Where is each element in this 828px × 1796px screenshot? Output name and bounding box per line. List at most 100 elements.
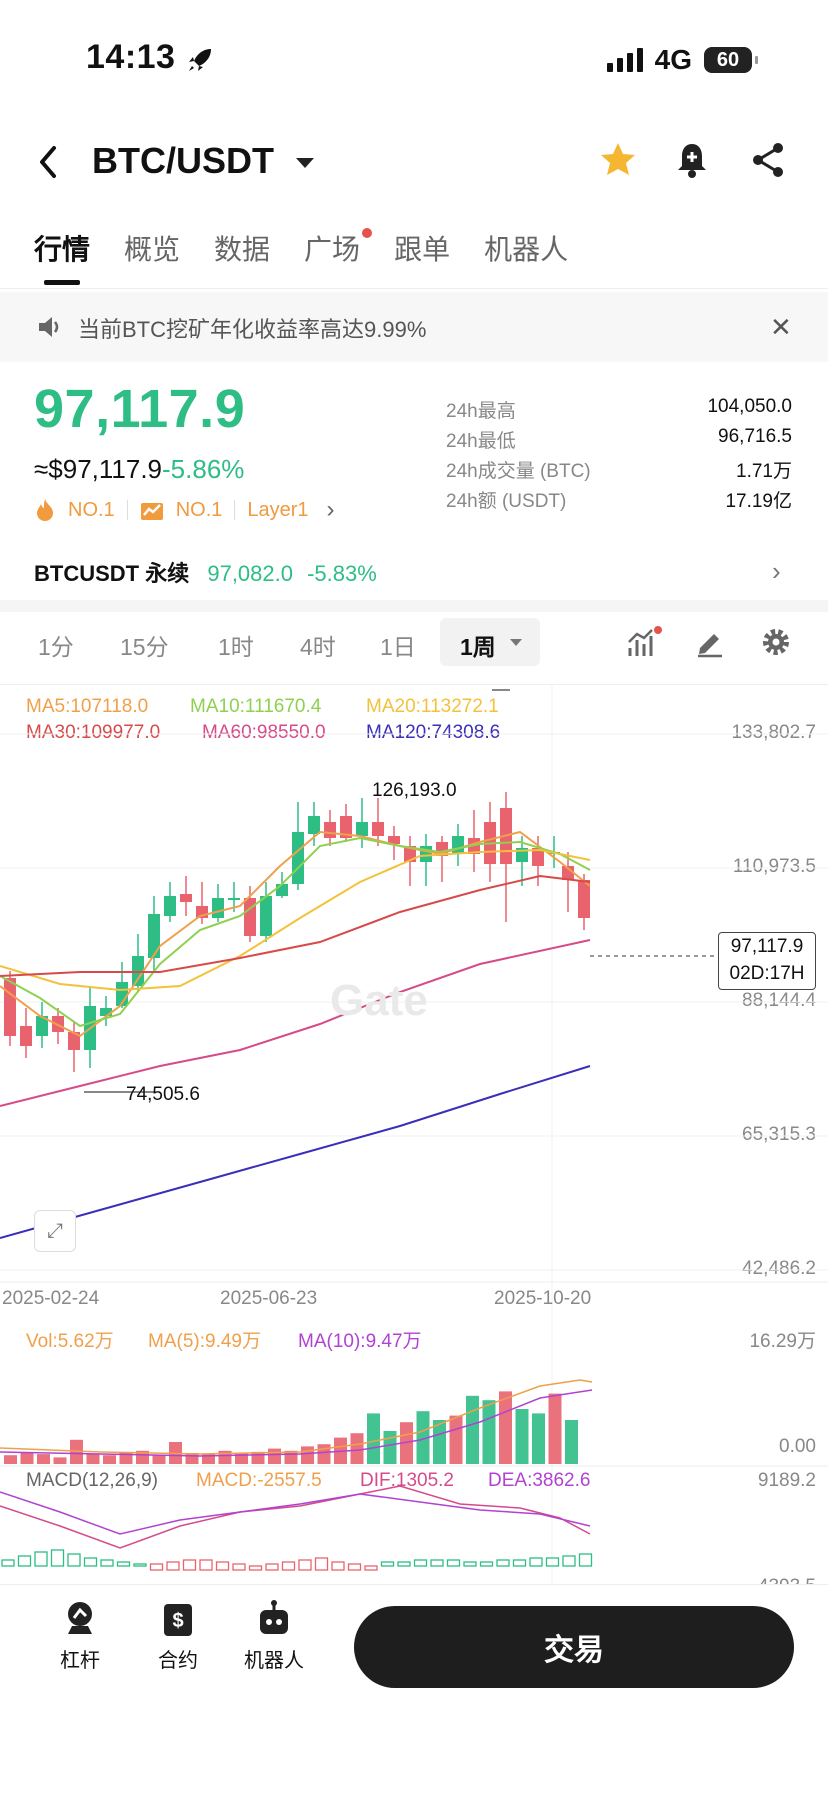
pair-title[interactable]: BTC/USDT xyxy=(92,140,274,181)
candlestick-chart[interactable] xyxy=(0,686,828,1586)
candle-body xyxy=(212,898,224,918)
price-axis-label: 88,144.4 xyxy=(742,990,816,1011)
divider xyxy=(0,684,828,685)
candle-body xyxy=(276,884,288,896)
tab-label: 行情 xyxy=(34,234,91,265)
candle-body xyxy=(164,896,176,916)
chevron-right-icon[interactable]: › xyxy=(772,556,781,586)
stat-value: 17.19亿 xyxy=(725,491,792,512)
candle-body xyxy=(20,1026,32,1046)
volume-bar xyxy=(53,1457,67,1464)
nav-label: 杠杆 xyxy=(60,1650,100,1672)
interval-1m[interactable]: 1分 xyxy=(38,634,74,660)
tab-market[interactable]: 行情 xyxy=(34,228,90,268)
rank-badges[interactable]: NO.1 NO.1 Layer1 › xyxy=(34,496,335,524)
status-time: 14:13 xyxy=(86,38,176,76)
expand-chart-icon[interactable]: ⤢ xyxy=(34,1210,76,1252)
svg-text:$: $ xyxy=(172,1610,183,1632)
price-change: -5.86% xyxy=(162,454,245,484)
notification-dot xyxy=(362,228,373,238)
volume-bar xyxy=(4,1455,17,1464)
share-icon[interactable] xyxy=(750,140,786,180)
volume-bar xyxy=(466,1395,479,1464)
macd-histogram-bar xyxy=(232,1563,246,1571)
volume-bar xyxy=(449,1415,463,1464)
draw-pen-icon[interactable] xyxy=(694,626,726,658)
macd-histogram-bar xyxy=(413,1559,428,1567)
favorite-star-icon[interactable] xyxy=(598,140,638,180)
indicator-icon[interactable] xyxy=(626,626,662,660)
pair-dropdown-icon[interactable] xyxy=(296,158,314,168)
nav-leverage[interactable]: 杠杆 xyxy=(56,1598,104,1673)
macd-histogram-bar xyxy=(430,1559,444,1567)
volume-bar xyxy=(152,1455,166,1464)
volume-legend: Vol:5.62万 xyxy=(26,1331,114,1352)
settings-gear-icon[interactable] xyxy=(760,626,792,658)
candle-body xyxy=(578,880,590,918)
rocket-icon xyxy=(189,49,211,71)
tab-square[interactable]: 广场 xyxy=(304,228,373,268)
ma30-legend: MA30:109977.0 xyxy=(26,722,161,743)
candle-countdown: 02D:17H xyxy=(729,963,805,984)
macd-histogram-bar xyxy=(347,1563,362,1571)
fire-icon xyxy=(37,499,53,521)
dea-value: DEA:3862.6 xyxy=(488,1470,591,1491)
interval-1d[interactable]: 1日 xyxy=(380,634,416,660)
volume-bar xyxy=(317,1444,331,1464)
alert-bell-icon[interactable] xyxy=(674,140,710,180)
macd-histogram-bar xyxy=(133,1563,147,1567)
macd-histogram-bar xyxy=(182,1559,197,1571)
volume-ma5-line xyxy=(0,1379,593,1455)
announcement-banner[interactable] xyxy=(0,292,828,362)
volume-ma10-line xyxy=(0,1389,593,1457)
tab-overview[interactable]: 概览 xyxy=(124,228,180,268)
candle-body xyxy=(292,832,304,884)
stat-label: 24h最高 xyxy=(446,401,516,422)
ma5-legend: MA5:107118.0 xyxy=(26,696,149,717)
section-separator xyxy=(0,600,828,612)
tab-copytrade[interactable]: 跟单 xyxy=(394,228,450,268)
tab-label: 概览 xyxy=(124,234,181,265)
price-axis-label: 65,315.3 xyxy=(742,1124,816,1145)
macd-histogram-bar xyxy=(149,1563,164,1571)
macd-histogram-bar xyxy=(364,1565,378,1571)
tab-data[interactable]: 数据 xyxy=(214,228,270,268)
volume-bar xyxy=(251,1451,265,1464)
trade-button[interactable]: 交易 xyxy=(354,1606,794,1688)
nav-robot[interactable]: 机器人 xyxy=(242,1598,306,1673)
banner-close-icon[interactable]: ✕ xyxy=(770,312,792,342)
volume-rank-badge: NO.1 xyxy=(175,498,223,521)
macd-histogram-bar xyxy=(265,1563,279,1571)
nav-futures[interactable]: $ 合约 xyxy=(154,1598,202,1673)
volume-ma5-legend: MA(5):9.49万 xyxy=(148,1331,261,1352)
interval-dropdown-icon[interactable] xyxy=(510,639,522,646)
volume-ma10-legend: MA(10):9.47万 xyxy=(298,1331,422,1352)
candle-body xyxy=(388,836,400,844)
candle-body xyxy=(228,898,240,900)
interval-1w[interactable] xyxy=(440,618,540,666)
macd-histogram-bar xyxy=(215,1561,230,1571)
divider xyxy=(234,500,236,520)
volume-axis-label: 0.00 xyxy=(779,1436,816,1457)
interval-1h[interactable]: 1时 xyxy=(218,634,254,660)
ma10-legend: MA10:111670.4 xyxy=(190,696,322,717)
volume-bar xyxy=(86,1454,100,1464)
tab-robot[interactable]: 机器人 xyxy=(484,228,568,268)
banner-text: 当前BTC挖矿年化收益率高达9.99% xyxy=(78,317,427,342)
volume-bar xyxy=(70,1439,83,1464)
interval-4h[interactable]: 4时 xyxy=(300,634,336,660)
battery-level: 60 xyxy=(716,48,740,71)
interval-15m[interactable]: 15分 xyxy=(120,634,169,660)
back-icon[interactable] xyxy=(34,142,62,182)
date-label: 2025-10-20 xyxy=(494,1288,592,1309)
volume-bar xyxy=(20,1453,34,1464)
candle-body xyxy=(36,1016,48,1036)
stat-value: 96,716.5 xyxy=(718,426,792,447)
usd-price: ≈$97,117.9-5.86% xyxy=(34,454,244,485)
last-price: 97,117.9 xyxy=(34,379,246,439)
candle-body xyxy=(308,816,320,834)
macd-histogram-bar xyxy=(463,1561,477,1567)
perpetual-row[interactable]: BTCUSDT 永续 97,082.0 -5.83% xyxy=(34,556,377,588)
candle-body xyxy=(260,896,272,936)
tab-label: 跟单 xyxy=(394,234,451,265)
